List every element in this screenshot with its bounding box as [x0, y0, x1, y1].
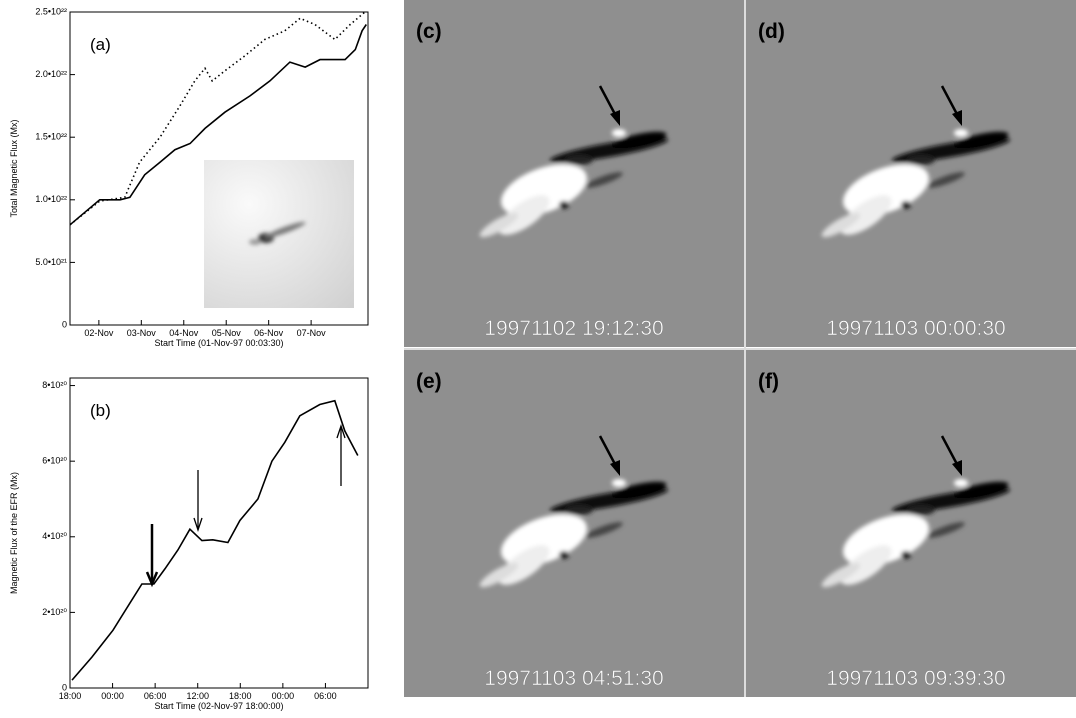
- x-tick-label: 18:00: [59, 691, 82, 701]
- timestamp: 19971103 00:00:30: [826, 317, 1005, 340]
- magnetogram-panel: (c) 19971102 19:12:30: [404, 0, 744, 347]
- y-tick-label: 6•10²⁰: [42, 456, 67, 466]
- x-tick-label: 04-Nov: [169, 328, 199, 338]
- plot-frame: [69, 377, 369, 689]
- magnetogram-image: [746, 0, 1076, 347]
- x-tick-label: 07-Nov: [297, 328, 327, 338]
- x-tick-label: 00:00: [101, 691, 124, 701]
- timestamp: 19971103 09:39:30: [826, 667, 1005, 690]
- timestamp: 19971102 19:12:30: [484, 317, 663, 340]
- magnetogram-image: [404, 350, 744, 697]
- data-line: [69, 11, 366, 226]
- plot-frame: [69, 11, 369, 326]
- panel-label: (c): [416, 20, 442, 43]
- x-tick-label: 02-Nov: [84, 328, 114, 338]
- y-tick-label: 2•10²⁰: [42, 607, 67, 617]
- magnetogram-image: [746, 350, 1076, 697]
- magnetogram-grid: (c) 19971102 19:12:30 (d) 19971103 00:00:30…: [404, 0, 1076, 697]
- x-tick-label: 12:00: [186, 691, 209, 701]
- y-tick-label: 8•10²⁰: [42, 380, 67, 390]
- x-tick-label: 03-Nov: [127, 328, 157, 338]
- x-axis-label: Start Time (02-Nov-97 18:00:00): [154, 701, 283, 711]
- y-tick-label: 0: [62, 319, 67, 329]
- x-tick-label: 06:00: [314, 691, 337, 701]
- x-tick-label: 18:00: [229, 691, 252, 701]
- y-tick-label: 2.0•10²²: [35, 69, 67, 79]
- y-tick-label: 4•10²⁰: [42, 531, 67, 541]
- annotation-arrows: [145, 423, 346, 588]
- x-axis-label: Start Time (01-Nov-97 00:03:30): [154, 338, 283, 348]
- data-line: [71, 399, 359, 681]
- y-tick-label: 0: [62, 682, 67, 692]
- y-tick-label: 1.0•10²²: [35, 194, 67, 204]
- x-tick-label: 00:00: [272, 691, 295, 701]
- panel-label: (a): [90, 35, 111, 54]
- magnetogram-panel: (d) 19971103 00:00:30: [746, 0, 1076, 347]
- x-tick-label: 05-Nov: [212, 328, 242, 338]
- magnetogram-panel: (f) 19971103 09:39:30: [746, 350, 1076, 697]
- y-tick-label: 1.5•10²²: [35, 132, 67, 142]
- panel-label: (f): [758, 370, 779, 393]
- data-line: [69, 24, 367, 226]
- y-axis-label: Magnetic Flux of the EFR (Mx): [9, 472, 19, 594]
- magnetogram-panel: (e) 19971103 04:51:30: [404, 350, 744, 697]
- y-tick-label: 5.0•10²¹: [35, 257, 67, 267]
- panel-label: (e): [416, 370, 442, 393]
- panel-label: (d): [758, 20, 785, 43]
- panel-label: (b): [90, 401, 111, 420]
- timestamp: 19971103 04:51:30: [484, 667, 663, 690]
- y-tick-label: 2.5•10²²: [35, 6, 67, 16]
- inset-image: [204, 160, 354, 308]
- magnetogram-image: [404, 0, 744, 347]
- x-tick-label: 06:00: [144, 691, 167, 701]
- x-tick-label: 06-Nov: [254, 328, 284, 338]
- y-axis-label: Total Magnetic Flux (Mx): [9, 119, 19, 217]
